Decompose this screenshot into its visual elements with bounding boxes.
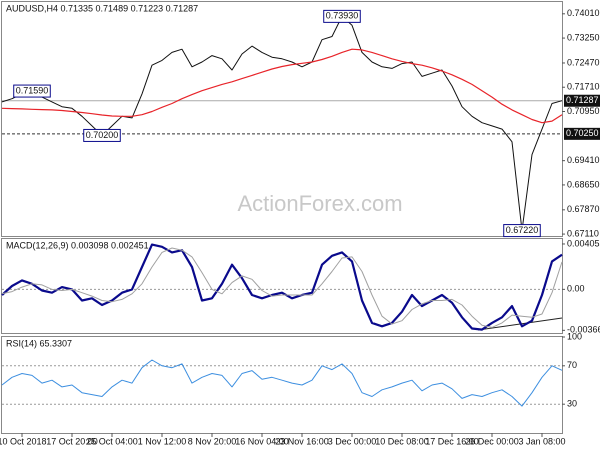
y-tick-label: -0.003662 (567, 325, 600, 335)
x-tick-label: 10 Oct 2018 (0, 436, 47, 446)
x-tick-label: 17 Oct 20:00 (46, 436, 98, 446)
annotation-box (323, 9, 361, 23)
y-tick-label: 0.73250 (567, 32, 600, 42)
annotation-label: 0.67220 (506, 225, 539, 235)
x-tick-label: 10 Dec 08:00 (375, 436, 429, 446)
x-tick-label: 17 Dec 16:00 (425, 436, 479, 446)
x-tick-label: 25 Oct 04:00 (86, 436, 138, 446)
annotation-label: 0.70200 (86, 130, 119, 140)
macd-panel (1, 238, 563, 334)
y-tick-label: 0.69410 (567, 155, 600, 165)
x-tick-label: 26 Dec 00:00 (465, 436, 519, 446)
main-panel (1, 1, 563, 237)
x-tick-label: 3 Jan 08:00 (518, 436, 565, 446)
price-label: 0.71287 (566, 95, 599, 105)
y-tick-label: 0.67870 (567, 204, 600, 214)
y-tick-label: 30 (567, 399, 577, 409)
x-tick-label: 8 Nov 20:00 (188, 436, 237, 446)
series-line (1, 359, 563, 407)
annotation-box (83, 128, 121, 142)
panel-title: RSI(14) 65.3307 (6, 338, 72, 348)
y-tick-label: 0.72470 (567, 57, 600, 67)
annotation-label: 0.73930 (326, 11, 359, 21)
panel-title: AUDUSD,H4 0.71335 0.71489 0.71223 0.7128… (6, 3, 198, 13)
x-tick-label: 3 Dec 00:00 (328, 436, 377, 446)
price-label-box (564, 94, 600, 107)
x-tick-label: 1 Nov 12:00 (138, 436, 187, 446)
annotation-box (13, 84, 51, 98)
price-label: 0.70250 (566, 128, 599, 138)
price-label-box (564, 127, 600, 140)
rsi-panel (1, 336, 563, 434)
y-tick-label: 0.00 (567, 284, 585, 294)
y-tick-label: 0.67110 (567, 228, 599, 238)
series-line (1, 247, 563, 328)
y-tick-label: 0.004055 (567, 238, 600, 248)
y-tick-label: 70 (567, 360, 577, 370)
x-tick-label: 16 Nov 04:00 (235, 436, 289, 446)
annotation-box (503, 224, 541, 238)
y-tick-label: 0.68650 (567, 179, 600, 189)
y-tick-label: 0.71710 (567, 82, 600, 92)
annotation-label: 0.71590 (16, 85, 49, 95)
y-tick-label: 100 (567, 331, 582, 341)
y-tick-label: 0.70950 (567, 106, 600, 116)
panel-title: MACD(12,26,9) 0.003098 0.002451 (6, 240, 149, 250)
watermark: ActionForex.com (237, 191, 402, 216)
x-tick-label: 23 Nov 16:00 (275, 436, 329, 446)
series-line (1, 48, 563, 124)
series-line (1, 243, 563, 331)
y-tick-label: 0.74010 (567, 8, 600, 18)
